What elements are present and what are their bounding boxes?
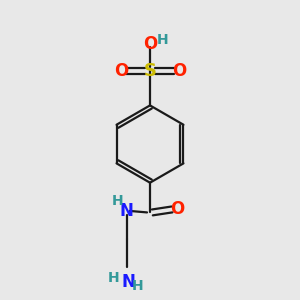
Text: H: H bbox=[157, 33, 168, 47]
Text: S: S bbox=[143, 62, 157, 80]
Text: N: N bbox=[120, 202, 134, 220]
Text: H: H bbox=[108, 271, 119, 285]
Text: O: O bbox=[172, 62, 186, 80]
Text: O: O bbox=[143, 35, 157, 53]
Text: H: H bbox=[131, 278, 143, 292]
Text: H: H bbox=[112, 194, 124, 208]
Text: O: O bbox=[114, 62, 128, 80]
Text: N: N bbox=[122, 273, 135, 291]
Text: O: O bbox=[170, 200, 184, 218]
